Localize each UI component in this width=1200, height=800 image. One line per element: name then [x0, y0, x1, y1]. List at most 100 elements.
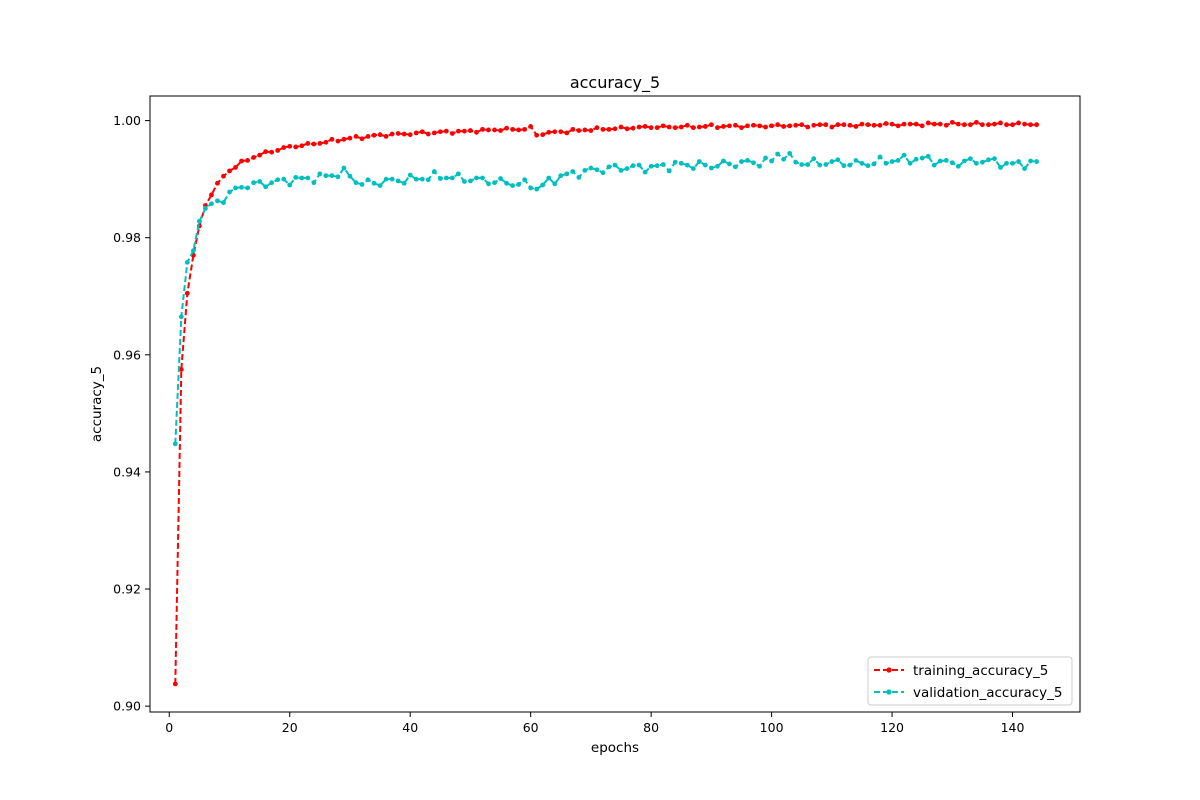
data-point	[353, 180, 359, 186]
data-point	[564, 171, 570, 177]
data-point	[588, 128, 594, 133]
data-point	[913, 156, 919, 162]
data-point	[359, 136, 365, 142]
data-point	[233, 185, 238, 191]
data-point	[209, 201, 214, 207]
data-point	[462, 128, 467, 134]
data-point	[269, 180, 275, 186]
data-point	[516, 127, 522, 133]
data-point	[871, 122, 877, 128]
data-point	[203, 206, 208, 211]
data-point	[184, 290, 190, 296]
data-point	[329, 173, 335, 179]
data-point	[925, 120, 931, 126]
data-point	[992, 121, 997, 127]
data-point	[883, 160, 889, 166]
y-tick-label: 0.98	[113, 230, 141, 245]
data-point	[335, 138, 341, 144]
data-point	[347, 173, 353, 179]
data-point	[341, 165, 347, 171]
data-point	[763, 124, 768, 130]
data-point	[293, 174, 299, 180]
data-point	[624, 126, 630, 132]
data-point	[1010, 160, 1015, 166]
data-point	[287, 182, 293, 188]
data-point	[407, 172, 413, 178]
data-point	[715, 125, 720, 131]
data-point	[570, 169, 576, 174]
data-point	[245, 185, 250, 191]
data-point	[178, 314, 184, 320]
data-point	[257, 179, 263, 184]
data-point	[727, 123, 732, 129]
data-point	[401, 180, 407, 186]
data-point	[305, 141, 311, 146]
data-point	[721, 124, 726, 129]
data-point	[540, 132, 546, 138]
data-point	[986, 157, 991, 163]
data-point	[793, 159, 799, 165]
data-point	[660, 123, 666, 129]
data-point	[564, 130, 570, 136]
data-point	[787, 150, 793, 156]
data-point	[745, 123, 750, 129]
data-point	[455, 171, 461, 177]
data-point	[178, 367, 184, 372]
data-point	[654, 125, 660, 131]
legend: training_accuracy_5 validation_accuracy_…	[867, 656, 1073, 706]
data-point	[859, 160, 865, 166]
data-point	[757, 163, 762, 169]
data-point	[281, 145, 287, 150]
data-point	[431, 130, 437, 136]
data-point	[751, 160, 756, 166]
x-tick-label: 60	[523, 720, 539, 735]
data-point	[371, 132, 377, 138]
data-point	[528, 124, 534, 129]
data-point	[401, 131, 407, 137]
data-point	[919, 155, 925, 161]
chart-title: accuracy_5	[570, 73, 660, 93]
data-point	[528, 185, 534, 191]
data-point	[359, 182, 365, 187]
data-point	[347, 135, 353, 141]
data-point	[311, 141, 317, 147]
data-point	[172, 681, 178, 687]
data-point	[498, 128, 503, 133]
x-tick-label: 80	[643, 720, 659, 735]
data-point	[287, 143, 293, 149]
series-validation_accuracy_5	[172, 150, 1040, 447]
data-point	[251, 180, 256, 186]
data-point	[925, 153, 931, 159]
data-point	[823, 122, 829, 128]
data-point	[937, 121, 943, 127]
data-point	[841, 163, 847, 169]
data-point	[365, 134, 371, 139]
data-point	[522, 126, 528, 132]
data-point	[648, 125, 654, 131]
data-point	[558, 129, 564, 135]
data-point	[630, 125, 636, 131]
data-point	[480, 126, 485, 132]
data-point	[636, 162, 642, 168]
data-point	[1016, 159, 1021, 164]
legend-label-validation: validation_accuracy_5	[913, 685, 1062, 701]
data-point	[642, 124, 648, 129]
data-point	[781, 124, 787, 129]
data-point	[215, 180, 220, 186]
data-point	[805, 162, 811, 167]
data-point	[757, 123, 762, 129]
series-training_accuracy_5	[172, 119, 1040, 687]
data-point	[233, 165, 238, 170]
data-point	[275, 177, 281, 183]
data-point	[1016, 120, 1021, 126]
y-tick-label: 1.00	[113, 113, 141, 128]
data-point	[853, 124, 859, 129]
data-point	[209, 192, 214, 198]
data-point	[1022, 166, 1027, 172]
data-point	[883, 121, 889, 126]
data-point	[383, 176, 389, 182]
data-point	[715, 163, 720, 169]
y-tick-label: 0.94	[113, 464, 141, 479]
data-point	[775, 151, 781, 157]
data-point	[221, 200, 226, 205]
